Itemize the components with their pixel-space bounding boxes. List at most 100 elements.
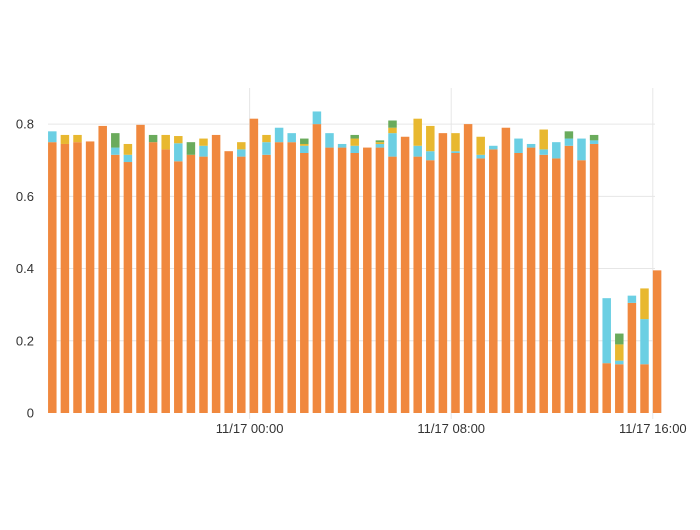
bar-segment-series-1	[249, 118, 259, 413]
bar-segment-series-1	[375, 147, 385, 413]
bar-segment-series-1	[98, 125, 107, 414]
bar-segment-series-2	[237, 149, 246, 157]
bar-segment-series-3	[640, 288, 649, 320]
bar-segment-series-1	[615, 364, 624, 413]
bar-segment-series-4	[111, 133, 120, 148]
bar-segment-series-2	[514, 138, 523, 153]
y-tick-label: 0.8	[16, 117, 34, 132]
bar-segment-series-2	[539, 149, 548, 155]
bar-segment-series-1	[501, 127, 511, 413]
bar-segment-series-3	[237, 142, 246, 150]
bar-segment-series-3	[73, 134, 82, 143]
bar-segment-series-1	[476, 158, 485, 413]
bar-segment-series-1	[123, 162, 133, 413]
bar-segment-series-4	[300, 138, 309, 144]
bar-segment-series-1	[451, 153, 460, 413]
bar-segment-series-1	[526, 147, 536, 413]
bar-segment-series-2	[312, 111, 322, 125]
bar-segment-series-4	[388, 120, 397, 128]
bar-segment-series-1	[60, 143, 70, 413]
bar-segment-series-2	[476, 154, 485, 159]
bar-segment-series-1	[85, 141, 95, 413]
bar-segment-series-2	[174, 143, 183, 162]
bar-segment-series-1	[489, 149, 498, 413]
bar-segment-series-2	[413, 145, 422, 157]
bar-segment-series-1	[48, 142, 57, 414]
bar-segment-series-1	[602, 363, 611, 413]
bar-segment-series-2	[48, 131, 57, 143]
bar-segment-series-1	[211, 134, 221, 413]
bar-segment-series-4	[615, 333, 624, 345]
bar-segment-series-3	[426, 125, 435, 152]
bar-segment-series-3	[199, 138, 208, 146]
bar-layer	[48, 111, 662, 414]
bar-segment-series-1	[426, 160, 435, 413]
label-layer: 0 0.2 0.4 0.6 0.8 11/17 00:00 11/17 08:00 11/17…	[16, 117, 687, 436]
bar-segment-series-2	[552, 142, 561, 159]
bar-segment-series-2	[123, 154, 133, 163]
bar-segment-series-2	[577, 138, 586, 161]
bar-segment-series-2	[526, 143, 536, 148]
x-tick-label: 11/17 16:00	[619, 421, 687, 436]
y-tick-label: 0.6	[16, 189, 34, 204]
bar-segment-series-2	[337, 143, 347, 148]
bar-segment-series-1	[652, 270, 662, 413]
bar-segment-series-1	[388, 156, 397, 414]
bar-segment-series-1	[627, 302, 637, 413]
bar-segment-series-4	[350, 134, 359, 139]
bar-segment-series-3	[123, 143, 133, 155]
bar-segment-series-1	[325, 147, 334, 413]
bar-segment-series-3	[60, 134, 70, 144]
y-tick-label: 0	[27, 406, 34, 421]
bar-segment-series-2	[199, 145, 208, 157]
bar-segment-series-1	[262, 154, 271, 413]
bar-segment-series-3	[451, 133, 460, 152]
bar-segment-series-3	[300, 143, 309, 146]
bar-segment-series-3	[476, 136, 485, 155]
bar-segment-series-1	[224, 151, 233, 413]
bar-segment-series-1	[186, 154, 196, 413]
bar-segment-series-3	[262, 134, 271, 143]
bar-segment-series-2	[375, 143, 385, 148]
bar-segment-series-2	[602, 298, 611, 364]
bar-segment-series-1	[337, 147, 347, 413]
bar-segment-series-3	[388, 127, 397, 134]
y-tick-label: 0.4	[16, 261, 34, 276]
bar-segment-series-2	[325, 133, 334, 148]
bar-segment-series-1	[274, 142, 284, 414]
bar-segment-series-4	[375, 140, 385, 143]
bar-segment-series-1	[73, 142, 82, 414]
bar-segment-series-1	[237, 156, 246, 414]
bar-segment-series-1	[514, 153, 523, 413]
bar-segment-series-1	[350, 153, 359, 413]
bar-segment-series-3	[375, 142, 385, 144]
bar-segment-series-3	[350, 138, 359, 146]
bar-segment-series-1	[111, 154, 120, 413]
bar-segment-series-1	[564, 145, 574, 413]
bar-segment-series-1	[312, 124, 322, 414]
x-tick-label: 11/17 00:00	[216, 421, 284, 436]
bar-segment-series-2	[388, 133, 397, 157]
bar-segment-series-1	[174, 161, 183, 413]
bar-segment-series-1	[287, 142, 296, 414]
bar-segment-series-2	[589, 140, 599, 144]
bar-segment-series-2	[640, 319, 649, 365]
bar-segment-series-2	[262, 142, 271, 155]
bar-segment-series-1	[438, 133, 448, 413]
bar-segment-series-4	[589, 134, 599, 141]
bar-segment-series-1	[400, 136, 410, 413]
x-tick-label: 11/17 08:00	[417, 421, 485, 436]
bar-segment-series-2	[615, 360, 624, 365]
bar-segment-series-1	[136, 124, 145, 413]
bar-segment-series-1	[463, 124, 473, 414]
bar-segment-series-4	[148, 134, 158, 143]
grid-layer	[48, 88, 655, 419]
bar-segment-series-2	[111, 147, 120, 155]
bar-segment-series-1	[161, 149, 170, 413]
bar-segment-series-1	[640, 364, 649, 413]
bar-segment-series-2	[287, 133, 296, 143]
bar-segment-series-1	[539, 154, 548, 413]
y-tick-label: 0.2	[16, 333, 34, 348]
